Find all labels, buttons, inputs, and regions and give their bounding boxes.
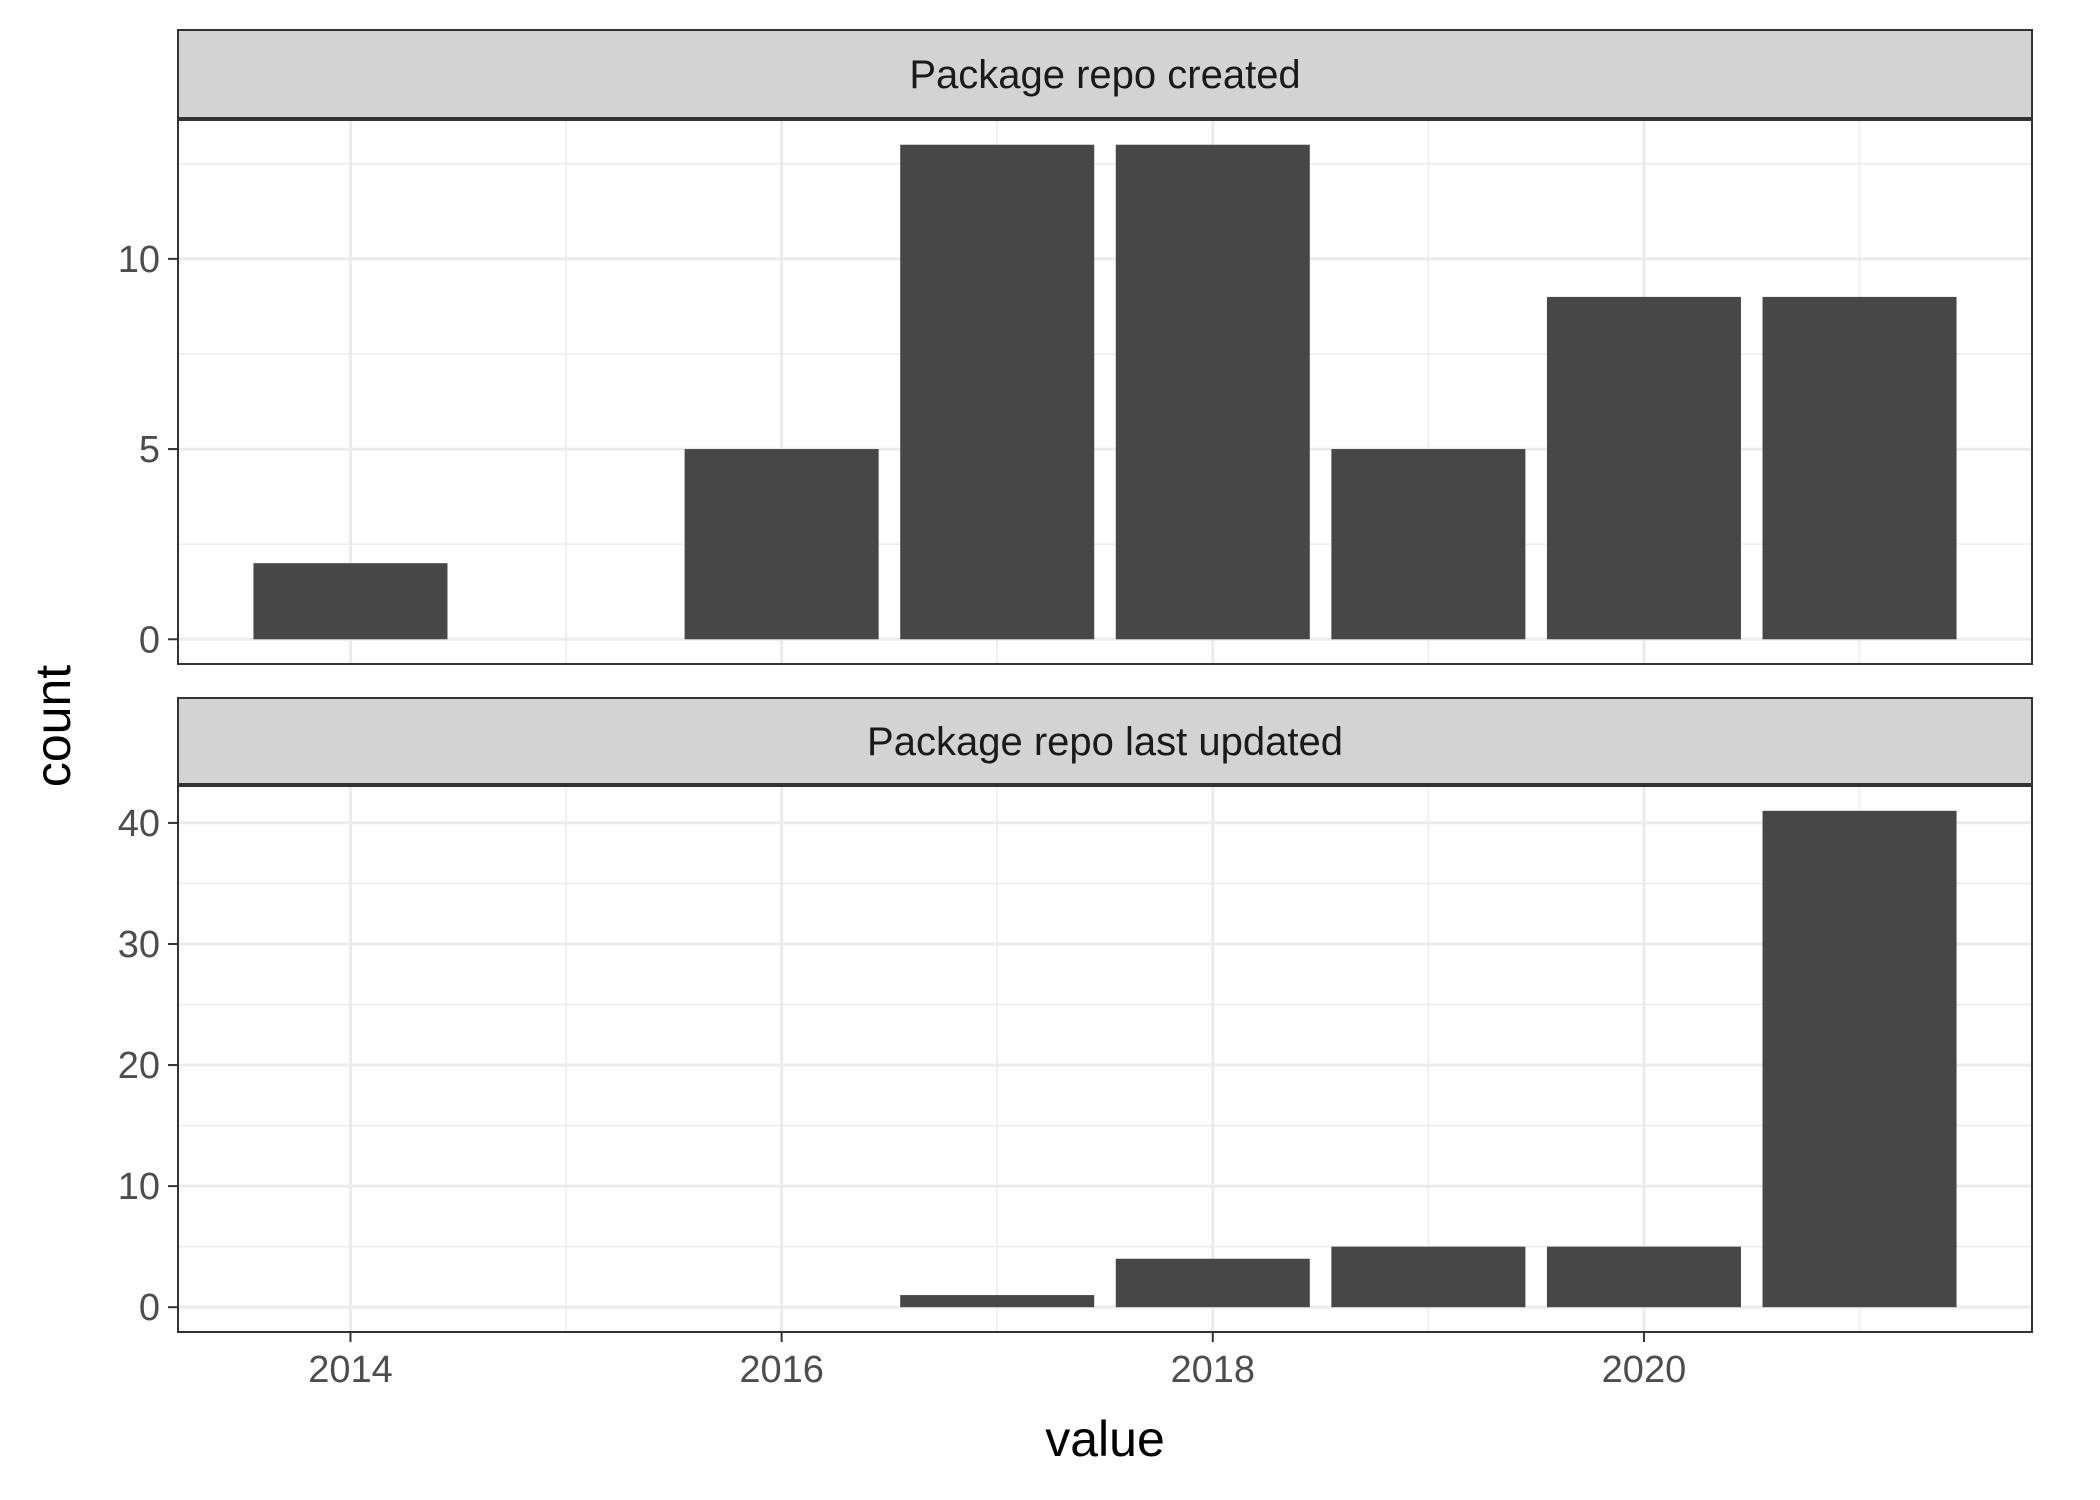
bar-2019: [1331, 1246, 1526, 1308]
bar-2017: [900, 1295, 1095, 1308]
y-tick-label: 10: [118, 1166, 160, 1208]
x-tick-label: 2020: [1602, 1349, 1687, 1391]
y-axis-title: count: [25, 665, 81, 787]
y-tick-label: 10: [118, 239, 160, 281]
bar-2019: [1331, 449, 1526, 640]
bar-2018: [1115, 144, 1310, 640]
x-tick-label: 2014: [308, 1349, 393, 1391]
bar-2018: [1115, 1258, 1310, 1308]
bar-2020: [1546, 296, 1741, 640]
y-tick-label: 40: [118, 803, 160, 845]
x-axis: 2014 2016 2018 2020: [308, 1332, 1686, 1391]
panel-border: [177, 119, 2033, 665]
panel-created: Package repo created 0 5 10: [118, 29, 2033, 665]
y-tick-label: 20: [118, 1045, 160, 1087]
bar-2014: [253, 563, 448, 640]
plot-area-created: 0 5 10: [118, 119, 2033, 665]
bar-2020: [1546, 1246, 1741, 1308]
panel-last-updated: Package repo last updated 0 10 20 30 40: [118, 697, 2033, 1333]
strip-last-updated-title: Package repo last updated: [867, 720, 1343, 764]
bar-2016: [684, 449, 879, 640]
strip-created-title: Package repo created: [909, 53, 1300, 97]
y-tick-label: 30: [118, 924, 160, 966]
strip-last-updated-bg: [177, 697, 2033, 785]
plot-area-last-updated: 0 10 20 30 40: [118, 785, 2033, 1333]
bar-2021: [1762, 810, 1957, 1308]
panel-border: [177, 785, 2033, 1333]
x-axis-title: value: [1045, 1411, 1165, 1467]
bar-2021: [1762, 296, 1957, 640]
x-tick-label: 2018: [1171, 1349, 1256, 1391]
strip-created-bg: [177, 29, 2033, 119]
x-tick-label: 2016: [739, 1349, 824, 1391]
y-tick-label: 5: [139, 429, 160, 471]
bar-2017: [900, 144, 1095, 640]
y-tick-label: 0: [139, 619, 160, 661]
y-tick-label: 0: [139, 1287, 160, 1329]
